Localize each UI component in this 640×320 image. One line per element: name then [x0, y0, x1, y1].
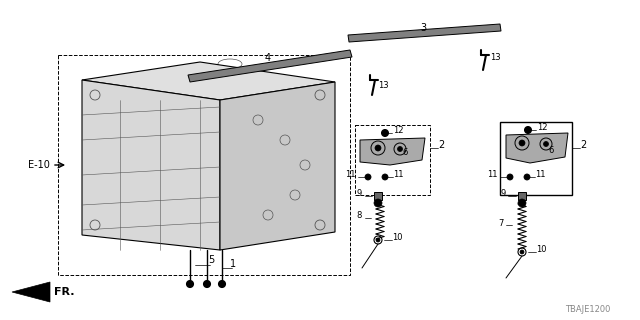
Text: 5: 5 — [208, 255, 214, 265]
Circle shape — [520, 250, 524, 254]
Circle shape — [375, 145, 381, 151]
Text: 3: 3 — [420, 23, 426, 33]
Polygon shape — [220, 82, 335, 250]
Text: 8: 8 — [356, 212, 362, 220]
Text: 11: 11 — [346, 170, 356, 179]
Circle shape — [525, 126, 531, 133]
Text: 7: 7 — [499, 219, 504, 228]
Text: E-10: E-10 — [28, 160, 50, 170]
Polygon shape — [360, 138, 425, 165]
Text: 11: 11 — [393, 170, 403, 179]
Text: 10: 10 — [392, 234, 403, 243]
Text: 13: 13 — [378, 81, 388, 90]
Text: 12: 12 — [537, 123, 547, 132]
Text: 1: 1 — [230, 259, 236, 269]
Circle shape — [519, 140, 525, 146]
Circle shape — [365, 174, 371, 180]
Circle shape — [376, 238, 380, 242]
Polygon shape — [82, 80, 220, 250]
Circle shape — [381, 130, 388, 137]
Polygon shape — [518, 192, 526, 200]
Text: 4: 4 — [265, 53, 271, 63]
Circle shape — [507, 174, 513, 180]
Circle shape — [374, 199, 382, 207]
Polygon shape — [374, 192, 382, 200]
Text: 9: 9 — [500, 188, 506, 197]
Text: 2: 2 — [438, 140, 444, 150]
Circle shape — [186, 281, 193, 287]
Circle shape — [382, 174, 388, 180]
Text: 12: 12 — [393, 125, 403, 134]
Text: 2: 2 — [580, 140, 586, 150]
Circle shape — [543, 141, 548, 147]
Text: FR.: FR. — [54, 287, 74, 297]
Polygon shape — [12, 282, 50, 302]
Polygon shape — [82, 62, 335, 100]
Circle shape — [397, 147, 403, 151]
Polygon shape — [188, 50, 352, 82]
Polygon shape — [506, 133, 568, 163]
Text: 11: 11 — [535, 170, 545, 179]
Text: 11: 11 — [488, 170, 498, 179]
Circle shape — [518, 199, 526, 207]
Polygon shape — [348, 24, 501, 42]
Text: 9: 9 — [356, 188, 362, 197]
Text: 6: 6 — [402, 148, 408, 156]
Text: 6: 6 — [548, 146, 554, 155]
Circle shape — [218, 281, 225, 287]
Circle shape — [204, 281, 211, 287]
Text: 10: 10 — [536, 245, 547, 254]
Circle shape — [524, 174, 530, 180]
Text: TBAJE1200: TBAJE1200 — [565, 306, 611, 315]
Text: 13: 13 — [490, 52, 500, 61]
